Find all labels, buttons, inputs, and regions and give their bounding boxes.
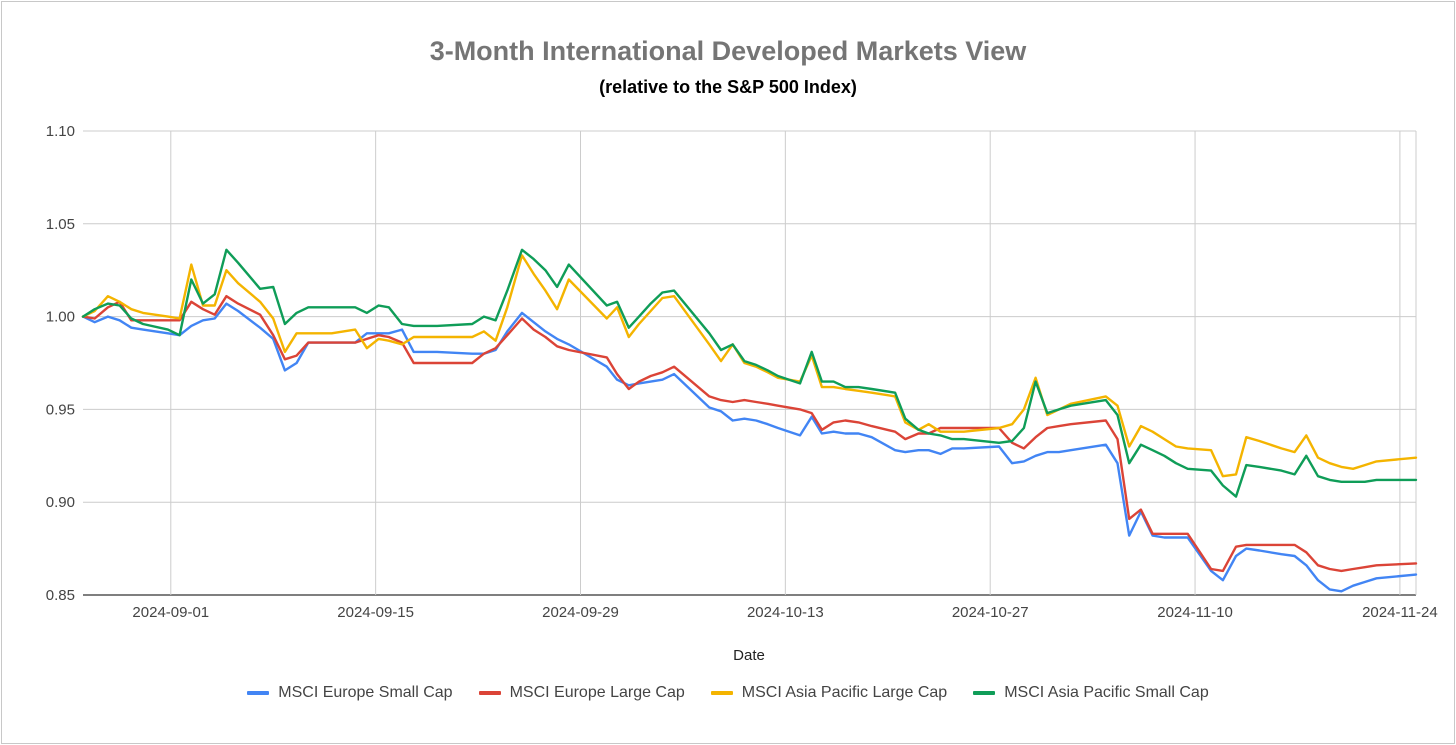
y-tick-label: 0.95 bbox=[46, 401, 75, 418]
legend-item-3[interactable]: MSCI Asia Pacific Large Cap bbox=[710, 684, 948, 702]
series-line-1 bbox=[81, 302, 1418, 593]
x-tick-label: 2024-09-15 bbox=[337, 604, 414, 621]
y-tick-label: 1.00 bbox=[46, 309, 75, 326]
y-tick-label: 1.10 bbox=[46, 123, 75, 140]
legend-label: MSCI Europe Large Cap bbox=[509, 684, 685, 701]
legend-label: MSCI Asia Pacific Small Cap bbox=[1004, 684, 1209, 701]
x-tick-label: 2024-10-27 bbox=[952, 604, 1029, 621]
chart-title: 3-Month International Developed Markets … bbox=[429, 36, 1027, 66]
x-tick-label: 2024-11-24 bbox=[1362, 604, 1438, 621]
legend-swatch bbox=[478, 691, 501, 695]
y-tick-label: 0.85 bbox=[46, 587, 75, 604]
series-line-2 bbox=[81, 295, 1418, 573]
gridlines bbox=[83, 130, 1417, 596]
legend-label: MSCI Europe Small Cap bbox=[278, 684, 453, 701]
y-tick-label: 0.90 bbox=[46, 494, 75, 511]
x-axis-ticks: 2024-09-01 2024-09-15 2024-09-29 2024-10-13… bbox=[132, 604, 1437, 621]
legend-item-2[interactable]: MSCI Europe Large Cap bbox=[478, 684, 685, 702]
legend-label: MSCI Asia Pacific Large Cap bbox=[741, 684, 948, 701]
legend-swatch bbox=[710, 691, 733, 695]
y-axis-ticks: 0.85 0.90 0.95 1.00 1.05 1.10 bbox=[46, 123, 75, 604]
chart-subtitle: (relative to the S&P 500 Index) bbox=[599, 77, 857, 97]
legend-swatch bbox=[973, 691, 996, 695]
series-lines bbox=[81, 248, 1418, 593]
x-tick-label: 2024-10-13 bbox=[747, 604, 824, 621]
x-tick-label: 2024-11-10 bbox=[1157, 604, 1233, 621]
x-tick-label: 2024-09-29 bbox=[542, 604, 619, 621]
x-tick-label: 2024-09-01 bbox=[132, 604, 209, 621]
legend-item-4[interactable]: MSCI Asia Pacific Small Cap bbox=[973, 684, 1209, 702]
legend-swatch bbox=[247, 691, 270, 695]
x-axis-label: Date bbox=[733, 647, 765, 664]
y-tick-label: 1.05 bbox=[46, 216, 75, 233]
series-line-3 bbox=[81, 254, 1418, 478]
series-line-4 bbox=[81, 248, 1418, 498]
chart-legend: MSCI Europe Small Cap MSCI Europe Large C… bbox=[0, 684, 1456, 702]
legend-item-1[interactable]: MSCI Europe Small Cap bbox=[247, 684, 453, 702]
